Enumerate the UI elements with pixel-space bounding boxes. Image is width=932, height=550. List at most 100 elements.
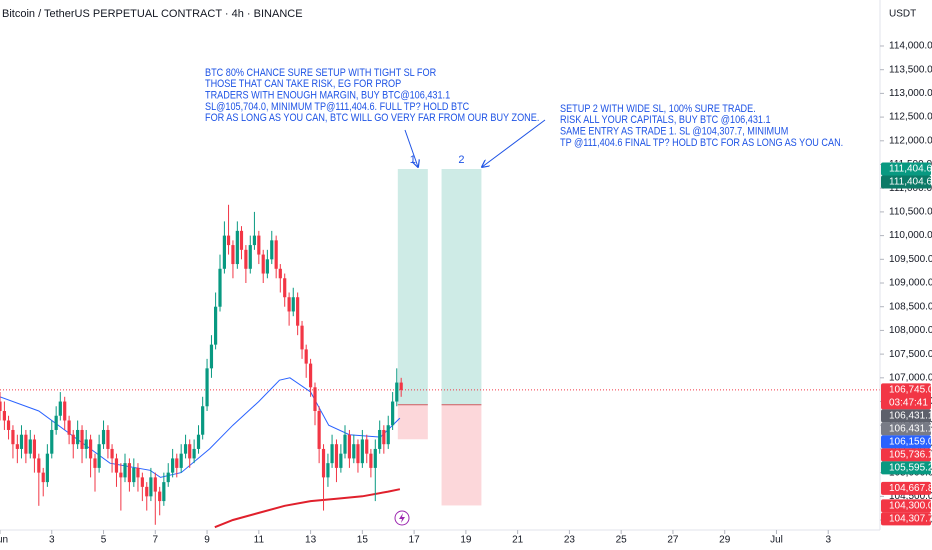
annotation-line: SETUP 2 WITH WIDE SL, 100% SURE TRADE. — [560, 103, 756, 115]
price-tag-bg — [881, 448, 931, 462]
candle-body — [63, 401, 67, 421]
candle-body — [166, 472, 170, 483]
x-tick-label: Jul — [770, 535, 783, 546]
candle-body — [158, 491, 162, 502]
candle-body — [6, 420, 11, 430]
candle-body — [347, 434, 352, 459]
candle-body — [0, 401, 2, 412]
candle-body — [97, 444, 101, 468]
annotation: SETUP 2 WITH WIDE SL, 100% SURE TRADE.RI… — [560, 103, 843, 149]
stop-loss-zone — [441, 404, 482, 506]
price-tag-bg — [881, 422, 931, 436]
candle-body — [76, 429, 80, 445]
x-tick-label: 11 — [254, 535, 265, 546]
candle-body — [188, 444, 192, 459]
candle-body — [391, 401, 395, 426]
candle-body — [239, 230, 244, 250]
price-tag-bg — [881, 383, 931, 410]
price-tag: 104,667.8 — [881, 481, 932, 495]
candle-body — [326, 463, 330, 478]
x-tick-label: 5 — [101, 535, 107, 546]
candle-body — [321, 448, 326, 478]
candle-body — [101, 429, 106, 445]
price-tag-bg — [881, 512, 931, 526]
candle-body — [136, 467, 140, 478]
price-tag-countdown: 03:47:41 — [889, 398, 928, 409]
candle-body — [32, 439, 37, 459]
candle-body — [296, 297, 300, 326]
candle-body — [2, 411, 6, 421]
y-tick-label: 110,000.0 — [889, 230, 932, 241]
price-tag-bg — [881, 499, 931, 513]
candle-body — [153, 477, 157, 492]
price-tag-bg — [881, 162, 931, 176]
y-tick-label: 107,500.0 — [889, 349, 932, 360]
price-tag-label: 111,404.6 — [889, 164, 932, 175]
price-tag: 106,431.1 — [881, 422, 932, 436]
x-tick-label: 29 — [719, 535, 731, 546]
candle-body — [278, 268, 282, 279]
candle-body — [196, 434, 201, 449]
candle-body — [88, 439, 93, 459]
candle-body — [365, 439, 369, 454]
y-tick-label: 113,000.0 — [889, 88, 932, 99]
price-tag: 106,159.0 — [881, 435, 932, 449]
candle-body — [304, 349, 308, 364]
candle-body — [352, 444, 356, 459]
annotation-line: RISK ALL YOUR CAPITALS, BUY BTC @106,431… — [560, 115, 771, 127]
price-tag-bg — [881, 409, 931, 423]
x-tick-label: 9 — [204, 535, 210, 546]
candle-body — [313, 387, 317, 412]
candle-body — [317, 411, 321, 449]
annotation-line: SL@105,704.0, MINIMUM TP@111,404.6. FULL… — [205, 101, 469, 113]
candle-body — [145, 486, 149, 497]
annotation-line: TP @111,404.6 FINAL TP? HOLD BTC FOR AS … — [560, 137, 843, 149]
price-tag-bg — [881, 461, 931, 475]
y-tick-label: 104,500.0 — [889, 491, 932, 502]
candle-body — [261, 254, 265, 274]
price-tag: 111,404.6 — [881, 175, 932, 189]
price-tag: 106,431.1 — [881, 409, 932, 423]
x-tick-label: 25 — [616, 535, 628, 546]
candle-body — [15, 444, 19, 449]
price-tag-label: 106,745.0 — [889, 385, 932, 396]
price-tag-label: 105,595.2 — [889, 463, 932, 474]
x-tick-label: 13 — [305, 535, 317, 546]
candle-body — [378, 429, 382, 449]
annotation: BTC 80% CHANCE SURE SETUP WITH TIGHT SL … — [205, 67, 539, 124]
candle-body — [179, 453, 183, 468]
price-tag-label: 104,307.7 — [889, 513, 932, 524]
candle-body — [209, 344, 214, 369]
candle-body — [291, 297, 295, 312]
position-label: 2 — [458, 154, 464, 166]
price-tag: 104,300.0 — [881, 499, 932, 513]
price-tag: 106,745.0 03:47:41 — [881, 383, 932, 410]
time-axis-bg — [0, 530, 932, 550]
candle-body — [360, 439, 364, 464]
price-tag-label: 104,300.0 — [889, 500, 932, 511]
annotation-line: THOSE THAT CAN TAKE RISK, EG FOR PROP — [205, 79, 401, 91]
annotation-line: TRADERS WITH ENOUGH MARGIN, BUY BTC@106,… — [205, 90, 451, 102]
candle-body — [149, 477, 153, 497]
event-icon[interactable] — [394, 510, 410, 526]
annotation-line: FOR AS LONG AS YOU CAN, BTC WILL GO VERY… — [205, 112, 539, 124]
candle-body — [283, 278, 287, 298]
candle-body — [106, 429, 110, 449]
candle-body — [140, 477, 144, 487]
chart-title: Bitcoin / TetherUS PERPETUAL CONTRACT · … — [2, 8, 303, 20]
price-tag-label: 104,667.8 — [889, 483, 932, 494]
candle-body — [257, 235, 261, 255]
candle-body — [382, 429, 386, 445]
x-tick-label: 7 — [153, 535, 159, 546]
candle-body — [37, 458, 41, 473]
candle-body — [399, 382, 403, 390]
x-tick-label: 17 — [409, 535, 421, 546]
candle-body — [80, 429, 84, 449]
candle-body — [244, 249, 248, 269]
candle-body — [205, 368, 209, 407]
moving-average-line — [214, 488, 401, 529]
x-tick-label: 3 — [825, 535, 831, 546]
candle-body — [214, 306, 218, 345]
candle-body — [287, 297, 291, 312]
